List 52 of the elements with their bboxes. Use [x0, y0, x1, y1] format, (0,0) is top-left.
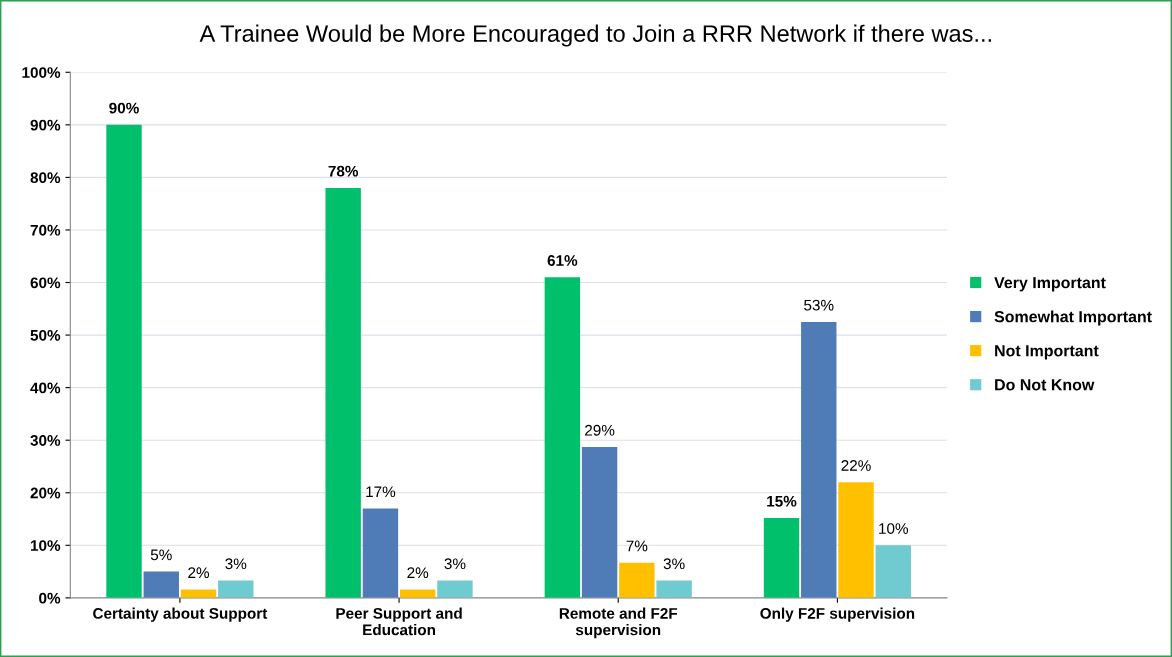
- bar: [801, 321, 837, 598]
- y-tick-label: 100%: [22, 67, 61, 78]
- y-tick-label: 60%: [30, 277, 61, 289]
- bar: [106, 124, 142, 598]
- y-tick-label: 90%: [30, 119, 61, 131]
- bar: [325, 187, 361, 598]
- data-label: 22%: [841, 460, 871, 471]
- bar: [180, 589, 217, 598]
- data-label: 61%: [547, 255, 578, 266]
- bar: [544, 277, 581, 598]
- bar: [875, 545, 911, 598]
- y-tick-label: 0%: [39, 592, 61, 604]
- bar: [838, 482, 874, 598]
- y-tick-label: 80%: [30, 172, 61, 184]
- data-label: 7%: [626, 540, 648, 552]
- bar: [656, 580, 692, 598]
- y-tick-label: 40%: [30, 382, 61, 394]
- x-tick-label: Remote and F2F supervision: [559, 607, 678, 639]
- bar: [581, 447, 618, 598]
- data-label: 2%: [188, 567, 210, 579]
- legend-label: Do Not Know: [995, 379, 1095, 391]
- bar: [400, 589, 436, 598]
- data-label: 90%: [109, 102, 139, 114]
- legend-label: Not Important: [995, 345, 1099, 360]
- y-tick-label: 20%: [30, 487, 61, 499]
- bar: [619, 562, 655, 598]
- chart-title: A Trainee Would be More Encouraged to Join a RRR Network if there was...: [199, 24, 991, 47]
- x-tick-label: Only F2F supervision: [760, 607, 915, 622]
- bar: [143, 571, 179, 598]
- y-tick-label: 50%: [30, 329, 61, 341]
- data-label: 10%: [879, 523, 909, 534]
- y-tick-label: 30%: [30, 435, 61, 446]
- y-tick-label: 10%: [30, 540, 61, 551]
- data-label: 17%: [366, 486, 396, 498]
- x-tick-label: Certainty about Support: [93, 607, 268, 622]
- bar: [218, 580, 254, 598]
- bar: [763, 517, 800, 598]
- legend-label: Somewhat Important: [994, 310, 1152, 326]
- data-label: 15%: [767, 495, 797, 507]
- data-label: 3%: [663, 558, 685, 570]
- x-tick-label: Peer Support and Education: [336, 607, 462, 636]
- bar: [437, 580, 473, 598]
- data-label: 29%: [585, 424, 615, 436]
- data-label: 3%: [225, 558, 247, 570]
- data-label: 5%: [150, 549, 172, 561]
- data-label: 78%: [328, 165, 359, 177]
- data-label: 3%: [444, 558, 466, 570]
- legend-label: Very Important: [994, 277, 1106, 292]
- bar: [362, 508, 399, 598]
- data-label: 53%: [804, 299, 834, 311]
- data-label: 2%: [407, 567, 429, 579]
- y-tick-label: 70%: [30, 224, 61, 236]
